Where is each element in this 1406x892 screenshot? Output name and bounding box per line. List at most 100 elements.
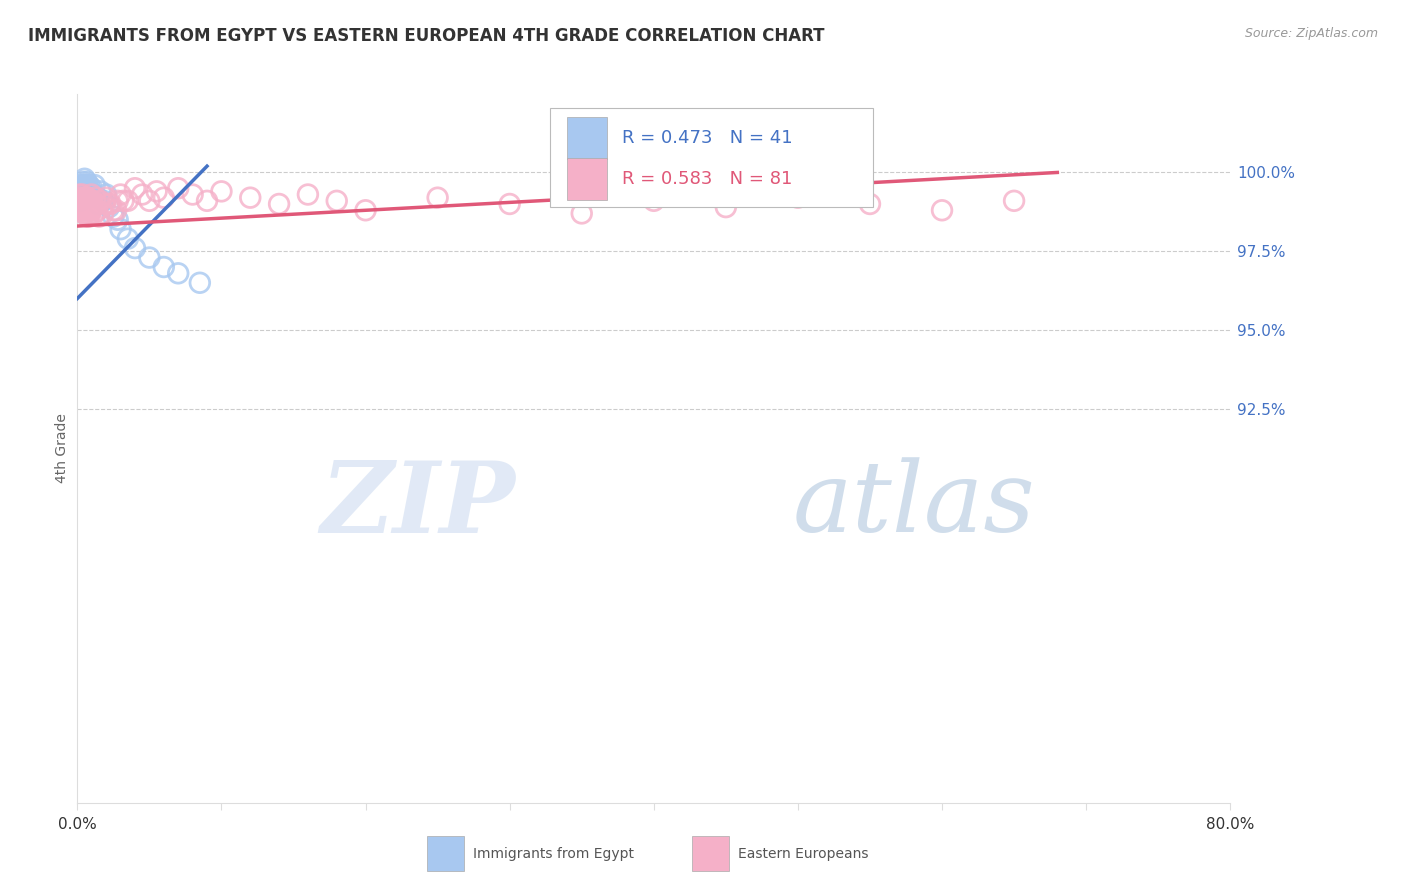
Point [83, 200, 105, 214]
Text: IMMIGRANTS FROM EGYPT VS EASTERN EUROPEAN 4TH GRADE CORRELATION CHART: IMMIGRANTS FROM EGYPT VS EASTERN EUROPEA… [28, 27, 825, 45]
Point [643, 194, 665, 208]
Point [499, 197, 522, 211]
Point [138, 194, 160, 208]
Point [76, 203, 98, 218]
Point [75, 197, 97, 211]
Point [76, 181, 98, 195]
Point [75, 206, 97, 220]
Point [73, 197, 96, 211]
Text: Eastern Europeans: Eastern Europeans [738, 847, 869, 861]
Point [181, 187, 204, 202]
Point [211, 185, 233, 199]
Point [239, 191, 262, 205]
Point [73, 191, 96, 205]
Point [195, 194, 218, 208]
Point [426, 191, 449, 205]
Point [267, 197, 291, 211]
Text: Source: ZipAtlas.com: Source: ZipAtlas.com [1244, 27, 1378, 40]
Point [70, 181, 93, 195]
Point [73, 200, 96, 214]
Point [93, 197, 115, 211]
Point [153, 191, 174, 205]
Point [167, 266, 190, 280]
Point [79, 185, 101, 199]
Point [91, 194, 114, 208]
Point [77, 194, 100, 208]
Point [70, 200, 93, 214]
Point [72, 194, 94, 208]
Point [69, 194, 91, 208]
Point [79, 187, 101, 202]
Point [70, 178, 93, 192]
Point [110, 222, 132, 236]
Point [167, 181, 190, 195]
Point [89, 194, 111, 208]
Point [86, 191, 108, 205]
Point [79, 200, 101, 214]
Point [72, 175, 94, 189]
Point [124, 181, 146, 195]
Point [90, 200, 112, 214]
Point [80, 181, 103, 195]
Point [107, 194, 129, 208]
Point [124, 241, 146, 255]
Point [79, 206, 101, 220]
Point [84, 197, 107, 211]
Point [76, 191, 98, 205]
Point [73, 178, 96, 192]
Point [69, 191, 91, 205]
FancyBboxPatch shape [568, 158, 606, 200]
Point [112, 194, 135, 208]
Point [87, 197, 110, 211]
Point [80, 187, 103, 202]
Point [1002, 194, 1025, 208]
Point [931, 203, 953, 218]
Point [103, 203, 125, 218]
Point [72, 194, 94, 208]
Point [76, 197, 98, 211]
Point [131, 187, 153, 202]
Point [72, 203, 94, 218]
Point [73, 206, 96, 220]
Point [70, 191, 93, 205]
Point [70, 194, 93, 208]
Point [67, 197, 90, 211]
Point [571, 206, 593, 220]
Text: Immigrants from Egypt: Immigrants from Egypt [472, 847, 634, 861]
Y-axis label: 4th Grade: 4th Grade [55, 413, 69, 483]
Point [70, 185, 93, 199]
Point [145, 185, 167, 199]
Point [75, 178, 97, 192]
Text: R = 0.583   N = 81: R = 0.583 N = 81 [621, 169, 792, 187]
Point [77, 210, 100, 224]
Point [83, 206, 105, 220]
Point [72, 187, 94, 202]
Point [76, 181, 98, 195]
Point [79, 194, 101, 208]
Point [82, 187, 104, 202]
Point [76, 175, 98, 189]
Point [98, 200, 121, 214]
Point [72, 191, 94, 205]
Point [69, 187, 91, 202]
Point [67, 194, 90, 208]
Point [714, 200, 737, 214]
Point [76, 210, 98, 224]
Point [138, 251, 160, 265]
Point [297, 187, 319, 202]
Point [75, 185, 97, 199]
Text: R = 0.473   N = 41: R = 0.473 N = 41 [621, 129, 792, 147]
Point [75, 185, 97, 199]
Point [84, 191, 107, 205]
Point [105, 203, 128, 218]
Point [80, 203, 103, 218]
Point [326, 194, 349, 208]
FancyBboxPatch shape [568, 118, 606, 160]
Point [91, 206, 114, 220]
Point [72, 187, 94, 202]
Text: ZIP: ZIP [321, 457, 516, 553]
FancyBboxPatch shape [426, 837, 464, 871]
Point [70, 200, 93, 214]
Point [73, 181, 96, 195]
Point [77, 200, 100, 214]
